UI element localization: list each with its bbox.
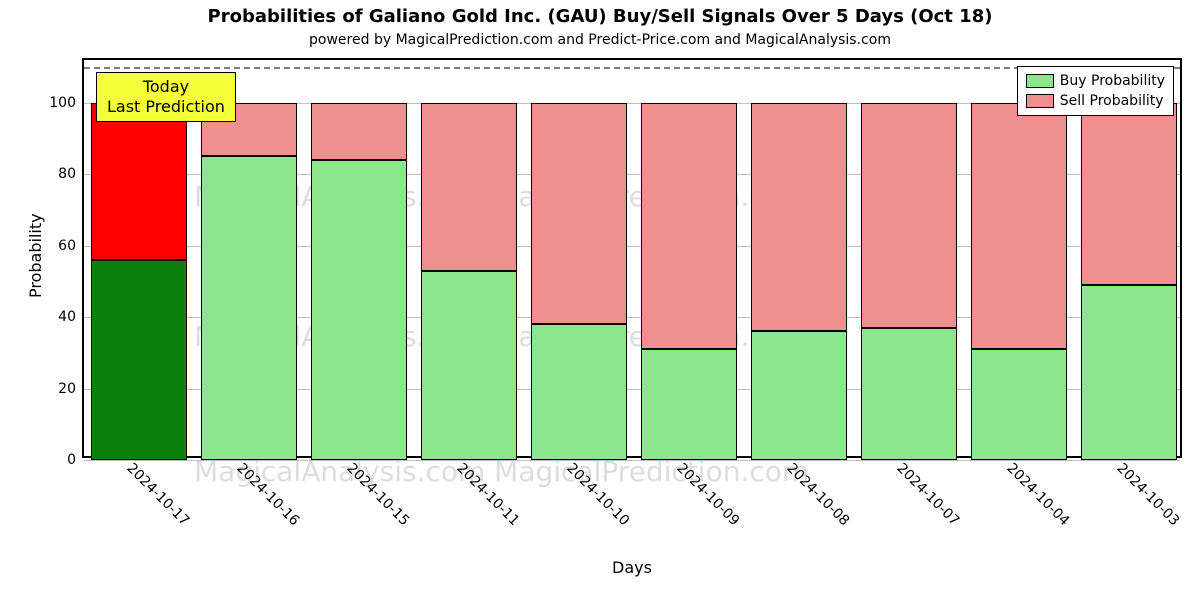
legend-swatch-sell xyxy=(1026,94,1054,108)
dashed-reference-line xyxy=(84,67,1180,69)
x-tick-label: 2024-10-04 xyxy=(1003,456,1076,529)
bar-sell xyxy=(91,103,188,260)
bar-buy xyxy=(91,260,188,460)
y-axis-label: Probability xyxy=(26,213,45,298)
legend-entry-sell: Sell Probability xyxy=(1026,91,1165,111)
bar-buy xyxy=(201,156,298,460)
bar-sell xyxy=(1081,103,1178,285)
bar-buy xyxy=(641,349,738,460)
callout-line-1: Today xyxy=(107,77,225,97)
x-tick-label: 2024-10-09 xyxy=(673,456,746,529)
bar-sell xyxy=(421,103,518,271)
bar-sell xyxy=(311,103,408,160)
bar-buy xyxy=(1081,285,1178,460)
y-tick-label: 100 xyxy=(49,95,84,111)
bar-sell xyxy=(751,103,848,332)
callout-line-2: Last Prediction xyxy=(107,97,225,117)
x-tick-label: 2024-10-08 xyxy=(783,456,856,529)
bar-buy xyxy=(531,324,628,460)
y-tick-label: 60 xyxy=(58,238,84,254)
bar-sell xyxy=(971,103,1068,349)
y-tick-label: 0 xyxy=(67,452,84,468)
bar-buy xyxy=(421,271,518,460)
bar-buy xyxy=(311,160,408,460)
x-axis-label: Days xyxy=(612,558,652,577)
legend: Buy Probability Sell Probability xyxy=(1017,66,1174,116)
x-tick-label: 2024-10-03 xyxy=(1113,456,1186,529)
x-tick-label: 2024-10-10 xyxy=(563,456,636,529)
bar-sell xyxy=(531,103,628,324)
x-tick-label: 2024-10-07 xyxy=(893,456,966,529)
y-tick-label: 80 xyxy=(58,166,84,182)
bar-sell xyxy=(641,103,738,349)
x-tick-label: 2024-10-15 xyxy=(343,456,416,529)
legend-entry-buy: Buy Probability xyxy=(1026,71,1165,91)
y-tick-label: 40 xyxy=(58,309,84,325)
x-tick-label: 2024-10-16 xyxy=(233,456,306,529)
bar-buy xyxy=(751,331,848,460)
chart-title: Probabilities of Galiano Gold Inc. (GAU)… xyxy=(0,6,1200,27)
bar-sell xyxy=(861,103,958,328)
legend-label-sell: Sell Probability xyxy=(1060,93,1164,109)
today-callout: Today Last Prediction xyxy=(96,72,236,122)
chart-subtitle: powered by MagicalPrediction.com and Pre… xyxy=(0,32,1200,48)
bar-buy xyxy=(861,328,958,460)
legend-label-buy: Buy Probability xyxy=(1060,73,1165,89)
x-tick-label: 2024-10-17 xyxy=(123,456,196,529)
x-tick-label: 2024-10-11 xyxy=(453,456,526,529)
plot-area: MagicalAnalysis.com MagicalPrediction.co… xyxy=(82,58,1182,458)
chart-container: Probabilities of Galiano Gold Inc. (GAU)… xyxy=(0,0,1200,600)
legend-swatch-buy xyxy=(1026,74,1054,88)
y-tick-label: 20 xyxy=(58,381,84,397)
bar-buy xyxy=(971,349,1068,460)
